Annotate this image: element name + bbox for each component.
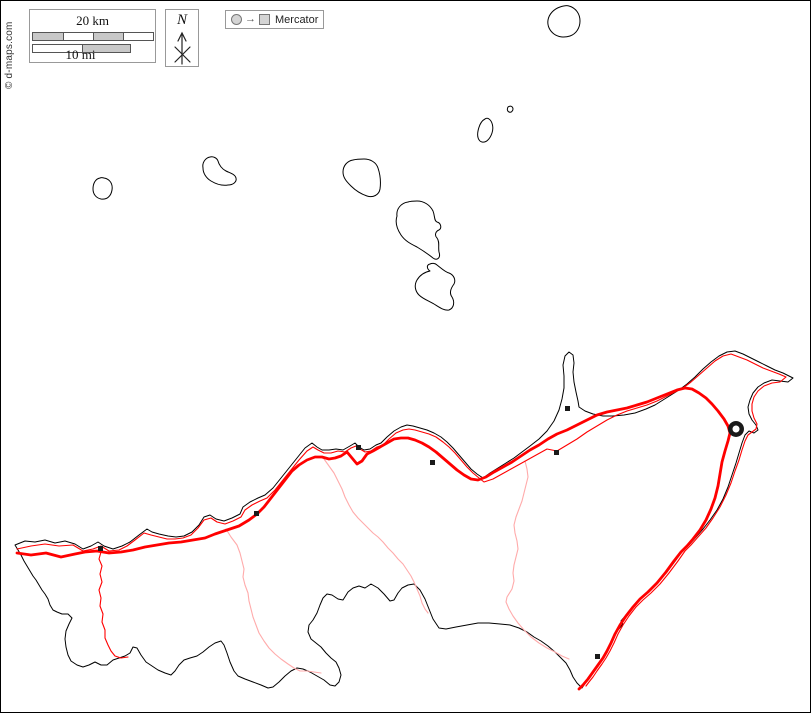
main-road xyxy=(17,388,730,689)
island-outline xyxy=(415,263,455,310)
secondary-road-coastal xyxy=(17,354,786,686)
capital-marker xyxy=(728,421,745,437)
scale-segment xyxy=(93,33,123,40)
scale-mi-label: 10 mi xyxy=(65,47,96,62)
scale-mi-bar xyxy=(32,44,131,53)
mainland-coastline xyxy=(15,351,793,688)
scale-bar: 20 km 10 mi xyxy=(29,9,156,63)
arrow-icon: → xyxy=(245,13,256,25)
scale-segment xyxy=(33,33,63,40)
scale-km-bar xyxy=(32,32,154,41)
minor-roads-group xyxy=(226,459,569,673)
scale-segment xyxy=(33,45,82,52)
island-outline xyxy=(343,159,380,197)
secondary-road-branch xyxy=(99,552,128,658)
credit: © d-maps.com xyxy=(4,21,15,89)
secondary-roads-group xyxy=(17,354,786,686)
scale-segment xyxy=(81,45,130,52)
north-label: N xyxy=(176,12,187,28)
island-outline xyxy=(548,6,580,37)
projected-square-icon xyxy=(259,14,270,25)
projection-legend: → Mercator xyxy=(225,10,325,29)
scale-km-label: 20 km xyxy=(76,13,109,28)
island-outline xyxy=(507,106,513,112)
minor-road xyxy=(324,459,428,613)
scale-segment xyxy=(63,33,93,40)
globe-circle-icon xyxy=(231,14,242,25)
island-outline xyxy=(93,178,112,200)
island-outline xyxy=(396,201,441,259)
compass: N xyxy=(165,9,199,67)
minor-road xyxy=(506,461,569,659)
scale-segment xyxy=(123,33,153,40)
projection-label: Mercator xyxy=(275,13,319,26)
islands-group xyxy=(93,6,580,311)
north-arrow-icon xyxy=(174,31,191,65)
minor-road xyxy=(226,529,321,673)
island-outline xyxy=(478,118,493,142)
island-outline xyxy=(203,157,236,186)
